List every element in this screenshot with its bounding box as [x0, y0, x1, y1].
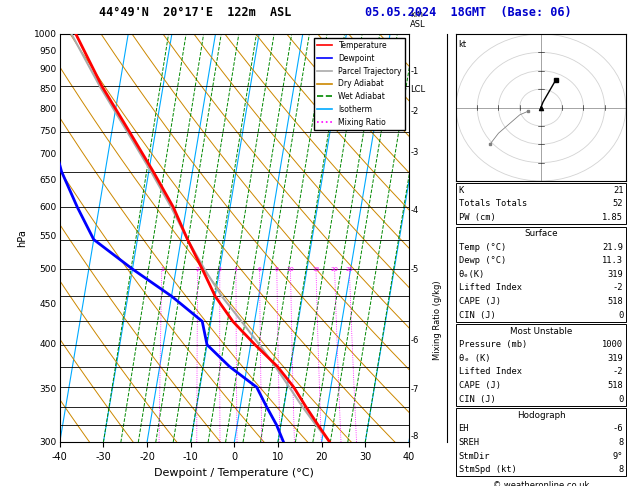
Text: 52: 52	[613, 199, 623, 208]
Text: 319: 319	[608, 354, 623, 363]
Text: 900: 900	[40, 65, 57, 74]
Text: 500: 500	[40, 264, 57, 274]
Text: -4: -4	[410, 206, 418, 214]
Text: EH: EH	[459, 424, 469, 434]
Text: -2: -2	[613, 283, 623, 293]
Text: Surface: Surface	[524, 229, 558, 238]
Text: 350: 350	[40, 385, 57, 395]
Text: 4: 4	[234, 266, 238, 272]
Text: CIN (J): CIN (J)	[459, 311, 495, 320]
Text: 1000: 1000	[33, 30, 57, 38]
Text: kt: kt	[458, 39, 466, 49]
Text: 8: 8	[275, 266, 279, 272]
X-axis label: Dewpoint / Temperature (°C): Dewpoint / Temperature (°C)	[154, 468, 314, 478]
Text: -2: -2	[613, 367, 623, 377]
Text: CAPE (J): CAPE (J)	[459, 297, 501, 306]
Text: -5: -5	[410, 264, 418, 274]
Text: 700: 700	[40, 151, 57, 159]
Text: Hodograph: Hodograph	[516, 411, 565, 420]
Text: -3: -3	[410, 148, 418, 157]
Text: StmDir: StmDir	[459, 451, 490, 461]
Text: K: K	[459, 186, 464, 195]
Text: 400: 400	[40, 340, 57, 349]
Text: 8: 8	[618, 438, 623, 447]
Text: 9°: 9°	[613, 451, 623, 461]
Text: Most Unstable: Most Unstable	[510, 327, 572, 336]
Text: CIN (J): CIN (J)	[459, 395, 495, 404]
Text: Dewp (°C): Dewp (°C)	[459, 256, 506, 265]
Text: 1.85: 1.85	[603, 213, 623, 222]
Text: Pressure (mb): Pressure (mb)	[459, 340, 527, 349]
Text: 8: 8	[618, 465, 623, 474]
Text: 25: 25	[345, 266, 353, 272]
Text: LCL: LCL	[410, 85, 425, 94]
Text: PW (cm): PW (cm)	[459, 213, 495, 222]
Text: Totals Totals: Totals Totals	[459, 199, 527, 208]
Text: 0: 0	[618, 395, 623, 404]
Text: 44°49'N  20°17'E  122m  ASL: 44°49'N 20°17'E 122m ASL	[99, 6, 291, 19]
Text: 6: 6	[258, 266, 262, 272]
Text: -6: -6	[410, 336, 418, 345]
Text: 450: 450	[40, 300, 57, 309]
Text: Lifted Index: Lifted Index	[459, 367, 521, 377]
Text: 1000: 1000	[603, 340, 623, 349]
Text: 518: 518	[608, 297, 623, 306]
Text: 0: 0	[618, 311, 623, 320]
Text: 21: 21	[613, 186, 623, 195]
Text: -2: -2	[410, 107, 418, 116]
Text: Temp (°C): Temp (°C)	[459, 243, 506, 252]
Text: CAPE (J): CAPE (J)	[459, 381, 501, 390]
Text: θₑ (K): θₑ (K)	[459, 354, 490, 363]
Text: -8: -8	[410, 432, 418, 441]
Text: θₑ(K): θₑ(K)	[459, 270, 485, 279]
Text: 20: 20	[331, 266, 338, 272]
Text: 2: 2	[196, 266, 200, 272]
Text: 3: 3	[218, 266, 222, 272]
Text: -6: -6	[613, 424, 623, 434]
Text: Lifted Index: Lifted Index	[459, 283, 521, 293]
Text: 319: 319	[608, 270, 623, 279]
Text: 600: 600	[40, 203, 57, 212]
Text: 05.05.2024  18GMT  (Base: 06): 05.05.2024 18GMT (Base: 06)	[365, 6, 572, 19]
Text: -7: -7	[410, 385, 418, 395]
Text: 550: 550	[40, 232, 57, 241]
Text: 800: 800	[40, 105, 57, 114]
Text: 15: 15	[312, 266, 320, 272]
Text: 650: 650	[40, 175, 57, 185]
Text: © weatheronline.co.uk: © weatheronline.co.uk	[493, 481, 589, 486]
Text: 11.3: 11.3	[603, 256, 623, 265]
Text: 10: 10	[287, 266, 294, 272]
Text: Mixing Ratio (g/kg): Mixing Ratio (g/kg)	[433, 280, 442, 360]
Text: 518: 518	[608, 381, 623, 390]
Text: 850: 850	[40, 85, 57, 94]
Text: km
ASL: km ASL	[410, 10, 426, 29]
Text: 750: 750	[40, 127, 57, 136]
Text: SREH: SREH	[459, 438, 479, 447]
Text: hPa: hPa	[17, 229, 27, 247]
Text: 21.9: 21.9	[603, 243, 623, 252]
Text: -1: -1	[410, 67, 418, 76]
Text: 300: 300	[40, 438, 57, 447]
Text: 1: 1	[160, 266, 164, 272]
Text: 950: 950	[40, 47, 57, 56]
Legend: Temperature, Dewpoint, Parcel Trajectory, Dry Adiabat, Wet Adiabat, Isotherm, Mi: Temperature, Dewpoint, Parcel Trajectory…	[314, 38, 405, 130]
Text: StmSpd (kt): StmSpd (kt)	[459, 465, 516, 474]
